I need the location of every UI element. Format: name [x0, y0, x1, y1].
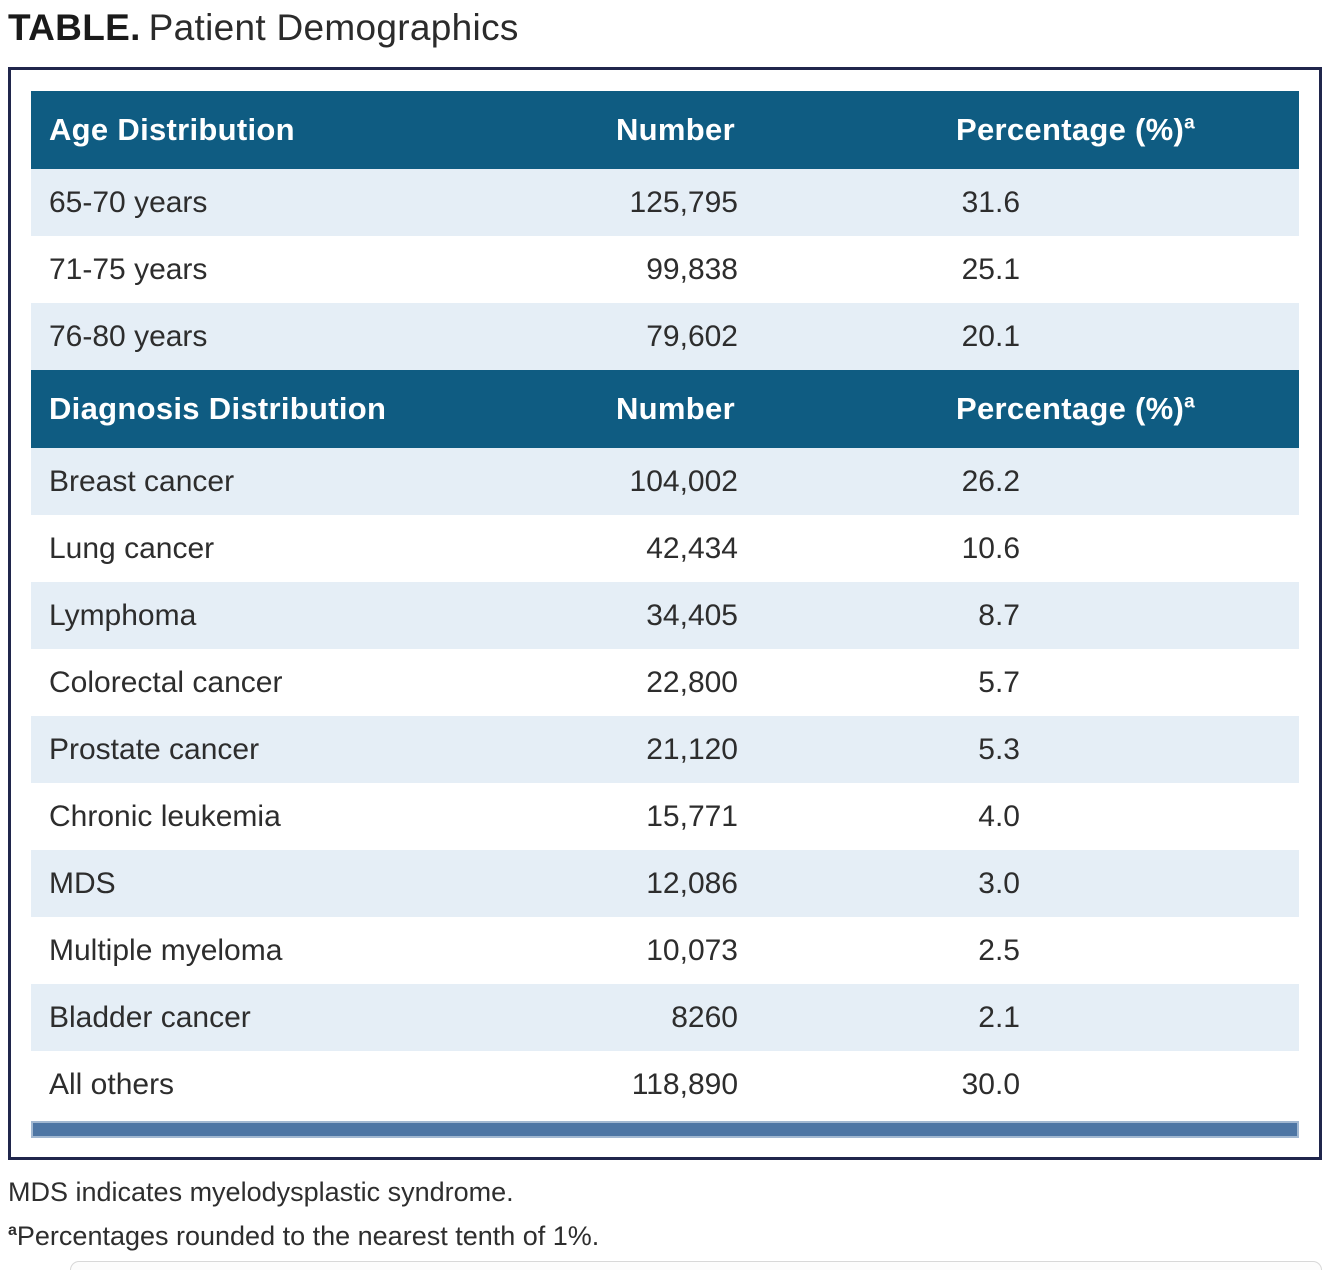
- row-label-cell: Colorectal cancer: [49, 665, 283, 699]
- row-filler-cell: [1021, 984, 1299, 1051]
- table-container: Age Distribution Number Percentage (%)a 65-…: [8, 67, 1322, 1161]
- row-filler-cell: [1021, 783, 1299, 850]
- row-percent-cell: 20.1: [961, 319, 1020, 353]
- row-percent-cell: 3.0: [978, 866, 1020, 900]
- row-number-cell: 104,002: [629, 464, 738, 498]
- row-label-cell: 76-80 years: [49, 319, 208, 353]
- footnote-abbreviation: MDS indicates myelodysplastic syndrome.: [8, 1174, 1322, 1210]
- row-number-cell: 10,073: [646, 933, 738, 967]
- row-filler-cell: [1021, 303, 1299, 370]
- table-row: 71-75 years 99,838 25.1: [31, 236, 1299, 304]
- row-number-cell: 22,800: [646, 665, 738, 699]
- footnotes: MDS indicates myelodysplastic syndrome. …: [8, 1174, 1322, 1254]
- row-filler-cell: [1021, 448, 1299, 515]
- demographics-table: Age Distribution Number Percentage (%)a 65-…: [31, 91, 1299, 1119]
- table-row: 76-80 years 79,602 20.1: [31, 303, 1299, 371]
- column-header-percentage: Percentage (%)a: [956, 112, 1196, 148]
- table-title: TABLE. Patient Demographics: [8, 6, 1322, 50]
- row-percent-cell: 4.0: [978, 799, 1020, 833]
- footnote-superscript: a: [8, 1221, 17, 1239]
- table-row: Multiple myeloma 10,073 2.5: [31, 917, 1299, 985]
- table-row: Lymphoma 34,405 8.7: [31, 582, 1299, 650]
- row-number-cell: 15,771: [646, 799, 738, 833]
- row-filler-cell: [1021, 515, 1299, 582]
- row-number-cell: 42,434: [646, 531, 738, 565]
- row-percent-cell: 30.0: [961, 1067, 1020, 1101]
- row-filler-cell: [1021, 236, 1299, 303]
- row-number-cell: 21,120: [646, 732, 738, 766]
- footnote-text: MDS indicates myelodysplastic syndrome.: [8, 1177, 514, 1208]
- row-label-cell: All others: [49, 1067, 175, 1101]
- row-filler-cell: [1021, 169, 1299, 236]
- row-number-cell: 8260: [671, 1000, 738, 1034]
- row-filler-cell: [1021, 649, 1299, 716]
- row-label-cell: Multiple myeloma: [49, 933, 283, 967]
- row-label-cell: 65-70 years: [49, 185, 208, 219]
- row-number-cell: 125,795: [629, 185, 738, 219]
- table-row: Lung cancer 42,434 10.6: [31, 515, 1299, 583]
- row-percent-cell: 25.1: [961, 252, 1020, 286]
- table-row: All others 118,890 30.0: [31, 1051, 1299, 1119]
- table-row: Chronic leukemia 15,771 4.0: [31, 783, 1299, 851]
- table-row: Prostate cancer 21,120 5.3: [31, 716, 1299, 784]
- row-percent-cell: 26.2: [961, 464, 1020, 498]
- row-percent-cell: 2.1: [978, 1000, 1020, 1034]
- row-number-cell: 12,086: [646, 866, 738, 900]
- row-number-cell: 79,602: [646, 319, 738, 353]
- row-filler-cell: [1021, 582, 1299, 649]
- column-header-percentage: Percentage (%)a: [956, 391, 1196, 427]
- row-percent-cell: 10.6: [961, 531, 1020, 565]
- table-row: Colorectal cancer 22,800 5.7: [31, 649, 1299, 717]
- row-label-cell: MDS: [49, 866, 116, 900]
- row-label-cell: Lymphoma: [49, 598, 197, 632]
- row-filler-cell: [1021, 850, 1299, 917]
- row-label-cell: Chronic leukemia: [49, 799, 281, 833]
- row-percent-cell: 5.7: [978, 665, 1020, 699]
- row-filler-cell: [1021, 1051, 1299, 1118]
- section-header-label: Age Distribution: [49, 112, 295, 148]
- section-header-row-0: Age Distribution Number Percentage (%)a: [31, 91, 1299, 170]
- table-row: Bladder cancer 8260 2.1: [31, 984, 1299, 1052]
- row-label-cell: Bladder cancer: [49, 1000, 251, 1034]
- table-bottom-accent-bar: [31, 1121, 1299, 1139]
- table-row: MDS 12,086 3.0: [31, 850, 1299, 918]
- row-number-cell: 99,838: [646, 252, 738, 286]
- section-header-label: Diagnosis Distribution: [49, 391, 387, 427]
- table-row: Breast cancer 104,002 26.2: [31, 448, 1299, 516]
- row-filler-cell: [1021, 917, 1299, 984]
- table-body: Age Distribution Number Percentage (%)a 65-…: [31, 91, 1299, 1119]
- column-header-superscript: a: [1184, 113, 1196, 135]
- row-label-cell: Prostate cancer: [49, 732, 260, 766]
- row-number-cell: 118,890: [631, 1067, 738, 1101]
- footnote-rounding: aPercentages rounded to the nearest tent…: [8, 1218, 1322, 1254]
- footnote-text: Percentages rounded to the nearest tenth…: [16, 1220, 600, 1251]
- column-header-number: Number: [616, 112, 735, 148]
- row-label-cell: Breast cancer: [49, 464, 235, 498]
- section-header-row-1: Diagnosis Distribution Number Percentage (…: [31, 370, 1299, 449]
- row-percent-cell: 8.7: [978, 598, 1020, 632]
- column-header-superscript: a: [1184, 392, 1196, 414]
- row-label-cell: Lung cancer: [49, 531, 215, 565]
- row-label-cell: 71-75 years: [49, 252, 208, 286]
- row-percent-cell: 31.6: [961, 185, 1020, 219]
- row-filler-cell: [1021, 716, 1299, 783]
- row-percent-cell: 2.5: [978, 933, 1020, 967]
- table-row: 65-70 years 125,795 31.6: [31, 169, 1299, 237]
- next-card-top-edge: [70, 1261, 1322, 1270]
- column-header-number: Number: [616, 391, 735, 427]
- table-title-text: Patient Demographics: [148, 7, 519, 48]
- row-number-cell: 34,405: [646, 598, 738, 632]
- table-title-prefix: TABLE.: [8, 7, 141, 48]
- row-percent-cell: 5.3: [978, 732, 1020, 766]
